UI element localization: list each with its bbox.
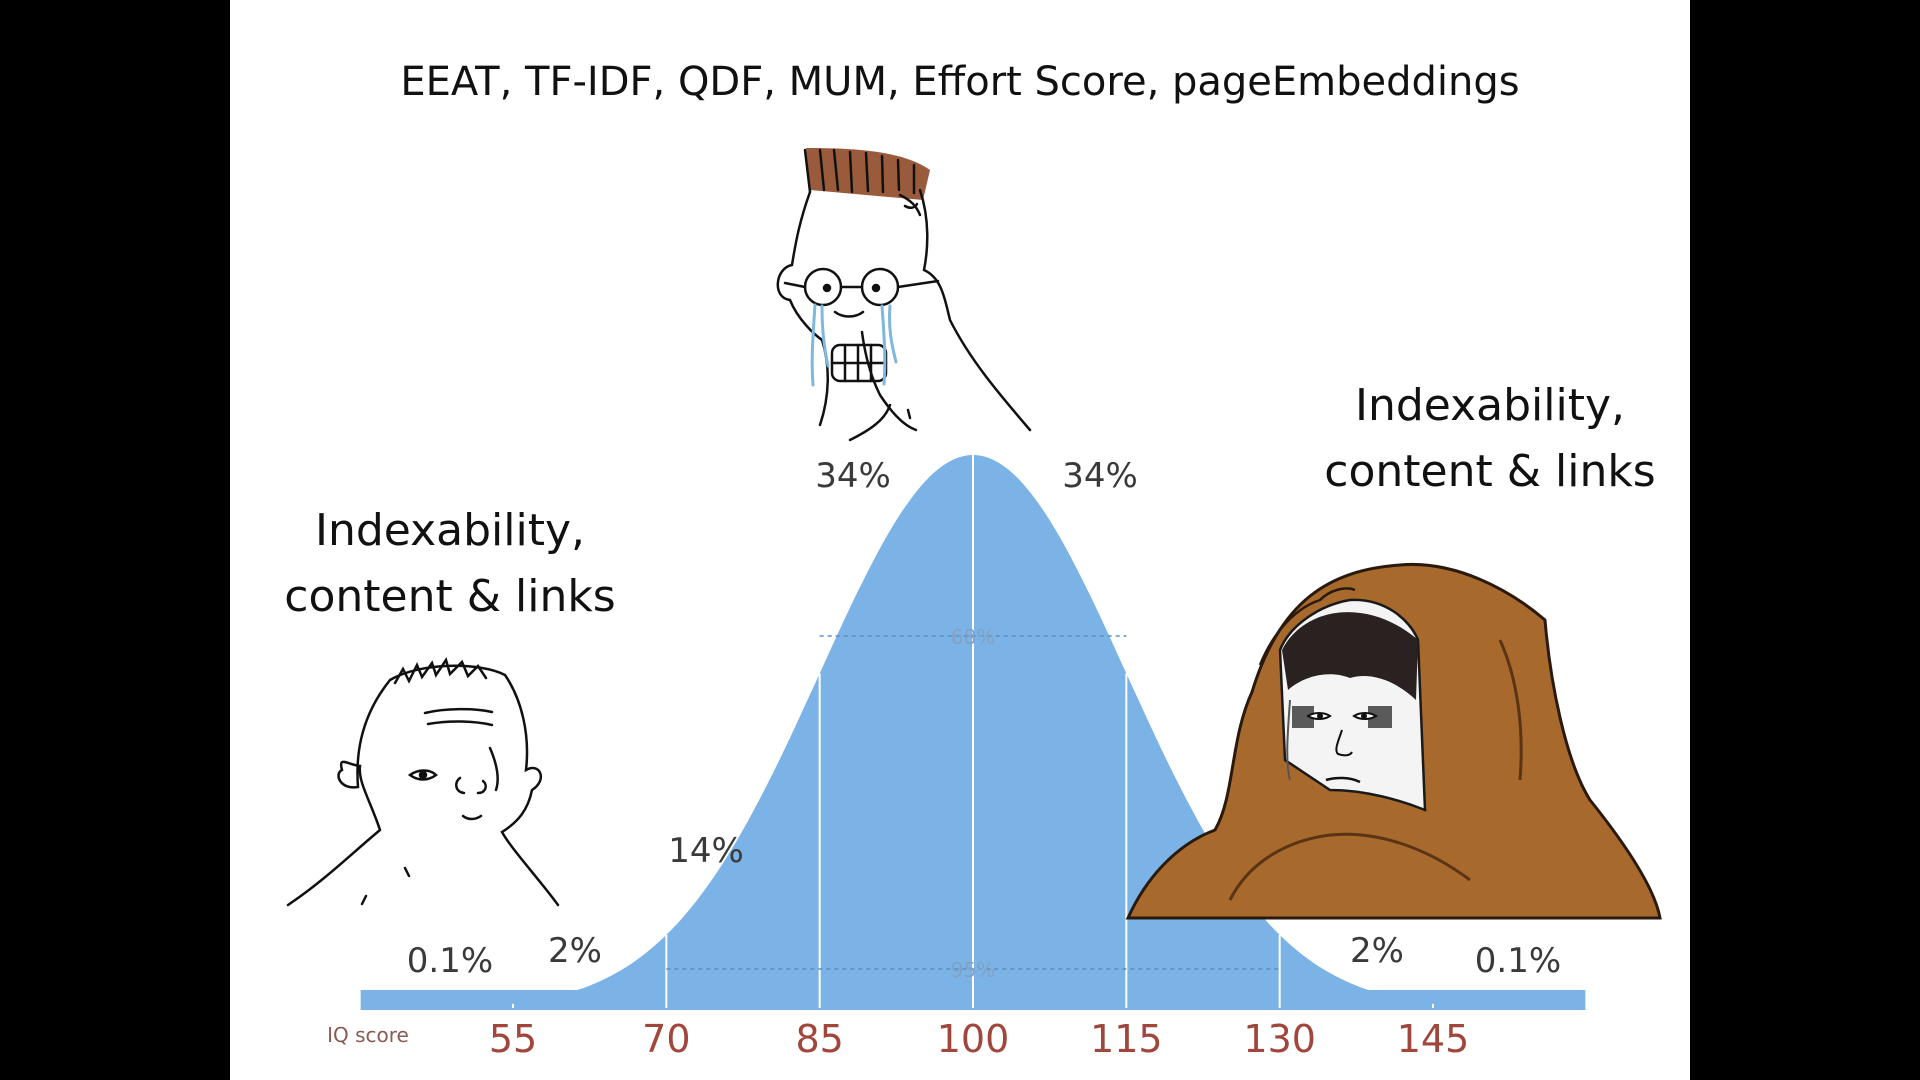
band-percentage-label: 14% — [668, 831, 744, 871]
crying-glasses-wojak-icon — [776, 148, 1032, 442]
x-tick-label: 100 — [937, 1017, 1010, 1061]
x-tick-label: 70 — [642, 1017, 690, 1061]
interval-label: 68% — [951, 625, 995, 649]
bell-curve-chart: 68%95%0.1%2%14%34%34%14%2%0.1%IQ score55… — [286, 148, 1662, 1061]
band-percentage-label: 34% — [815, 456, 891, 496]
chart-title: EEAT, TF-IDF, QDF, MUM, Effort Score, pa… — [400, 59, 1520, 105]
hooded-monk-icon — [1125, 562, 1662, 920]
interval-label: 95% — [951, 958, 995, 982]
band-percentage-label: 0.1% — [1475, 941, 1561, 981]
band-percentage-label: 0.1% — [407, 941, 493, 981]
x-tick-label: 145 — [1397, 1017, 1470, 1061]
x-tick-label: 115 — [1090, 1017, 1163, 1061]
meme-canvas: EEAT, TF-IDF, QDF, MUM, Effort Score, pa… — [230, 0, 1690, 1080]
x-tick-label: 130 — [1243, 1017, 1316, 1061]
right-caption: Indexability, content & links — [1310, 373, 1670, 505]
x-tick-label: 55 — [489, 1017, 537, 1061]
simple-wojak-icon — [286, 657, 560, 907]
left-caption: Indexability, content & links — [260, 498, 640, 630]
x-tick-label: 85 — [795, 1017, 843, 1061]
band-percentage-label: 34% — [1062, 456, 1138, 496]
left-caption-line-1: Indexability, — [315, 505, 585, 556]
x-axis-label: IQ score — [327, 1023, 409, 1047]
band-percentage-label: 2% — [1350, 931, 1404, 971]
right-caption-line-2: content & links — [1324, 446, 1656, 497]
band-percentage-label: 2% — [548, 931, 602, 971]
right-caption-line-1: Indexability, — [1355, 380, 1625, 431]
left-caption-line-2: content & links — [284, 571, 616, 622]
